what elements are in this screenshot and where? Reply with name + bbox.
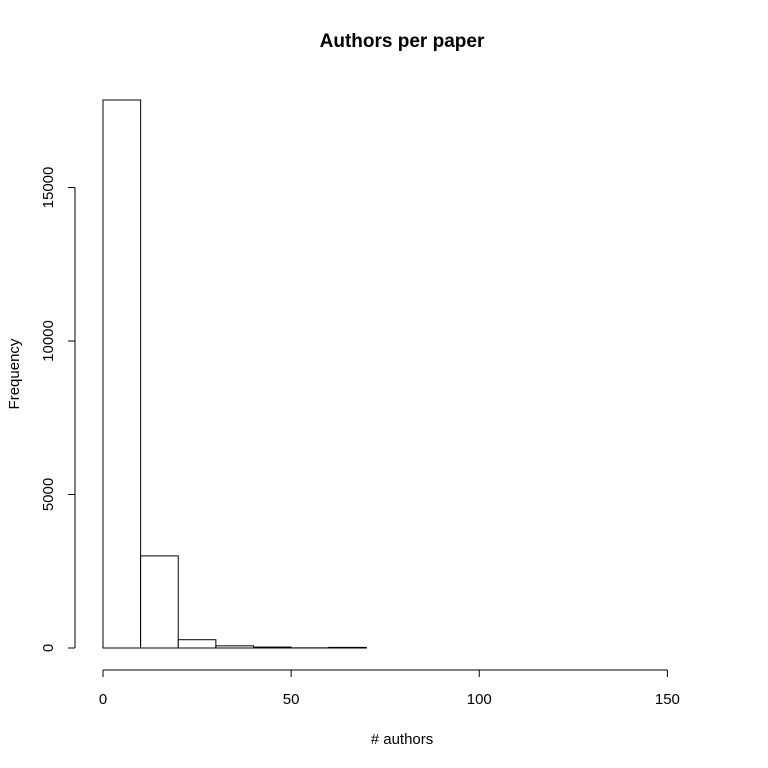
histogram-bar [253, 646, 292, 649]
histogram-bar [328, 646, 367, 649]
y-axis-label: Frequency [6, 338, 23, 409]
chart-title: Authors per paper [320, 31, 485, 52]
histogram-bar [102, 99, 142, 649]
y-tick-label: 10000 [40, 320, 57, 362]
bars-group [102, 99, 367, 649]
histogram-bar [215, 645, 254, 649]
x-tick-label: 50 [283, 691, 300, 708]
y-tick-label: 0 [40, 644, 57, 652]
x-axis-label: # authors [371, 731, 434, 748]
x-axis: 0 50 100 150 [99, 669, 680, 708]
histogram-bar [177, 639, 217, 649]
x-tick-label: 150 [655, 691, 680, 708]
y-tick-label: 15000 [40, 167, 57, 209]
y-tick-label: 5000 [40, 478, 57, 511]
y-axis: 0 5000 10000 15000 [40, 167, 76, 652]
x-tick-label: 0 [99, 691, 107, 708]
x-tick-label: 100 [467, 691, 492, 708]
histogram-bar [140, 555, 179, 649]
